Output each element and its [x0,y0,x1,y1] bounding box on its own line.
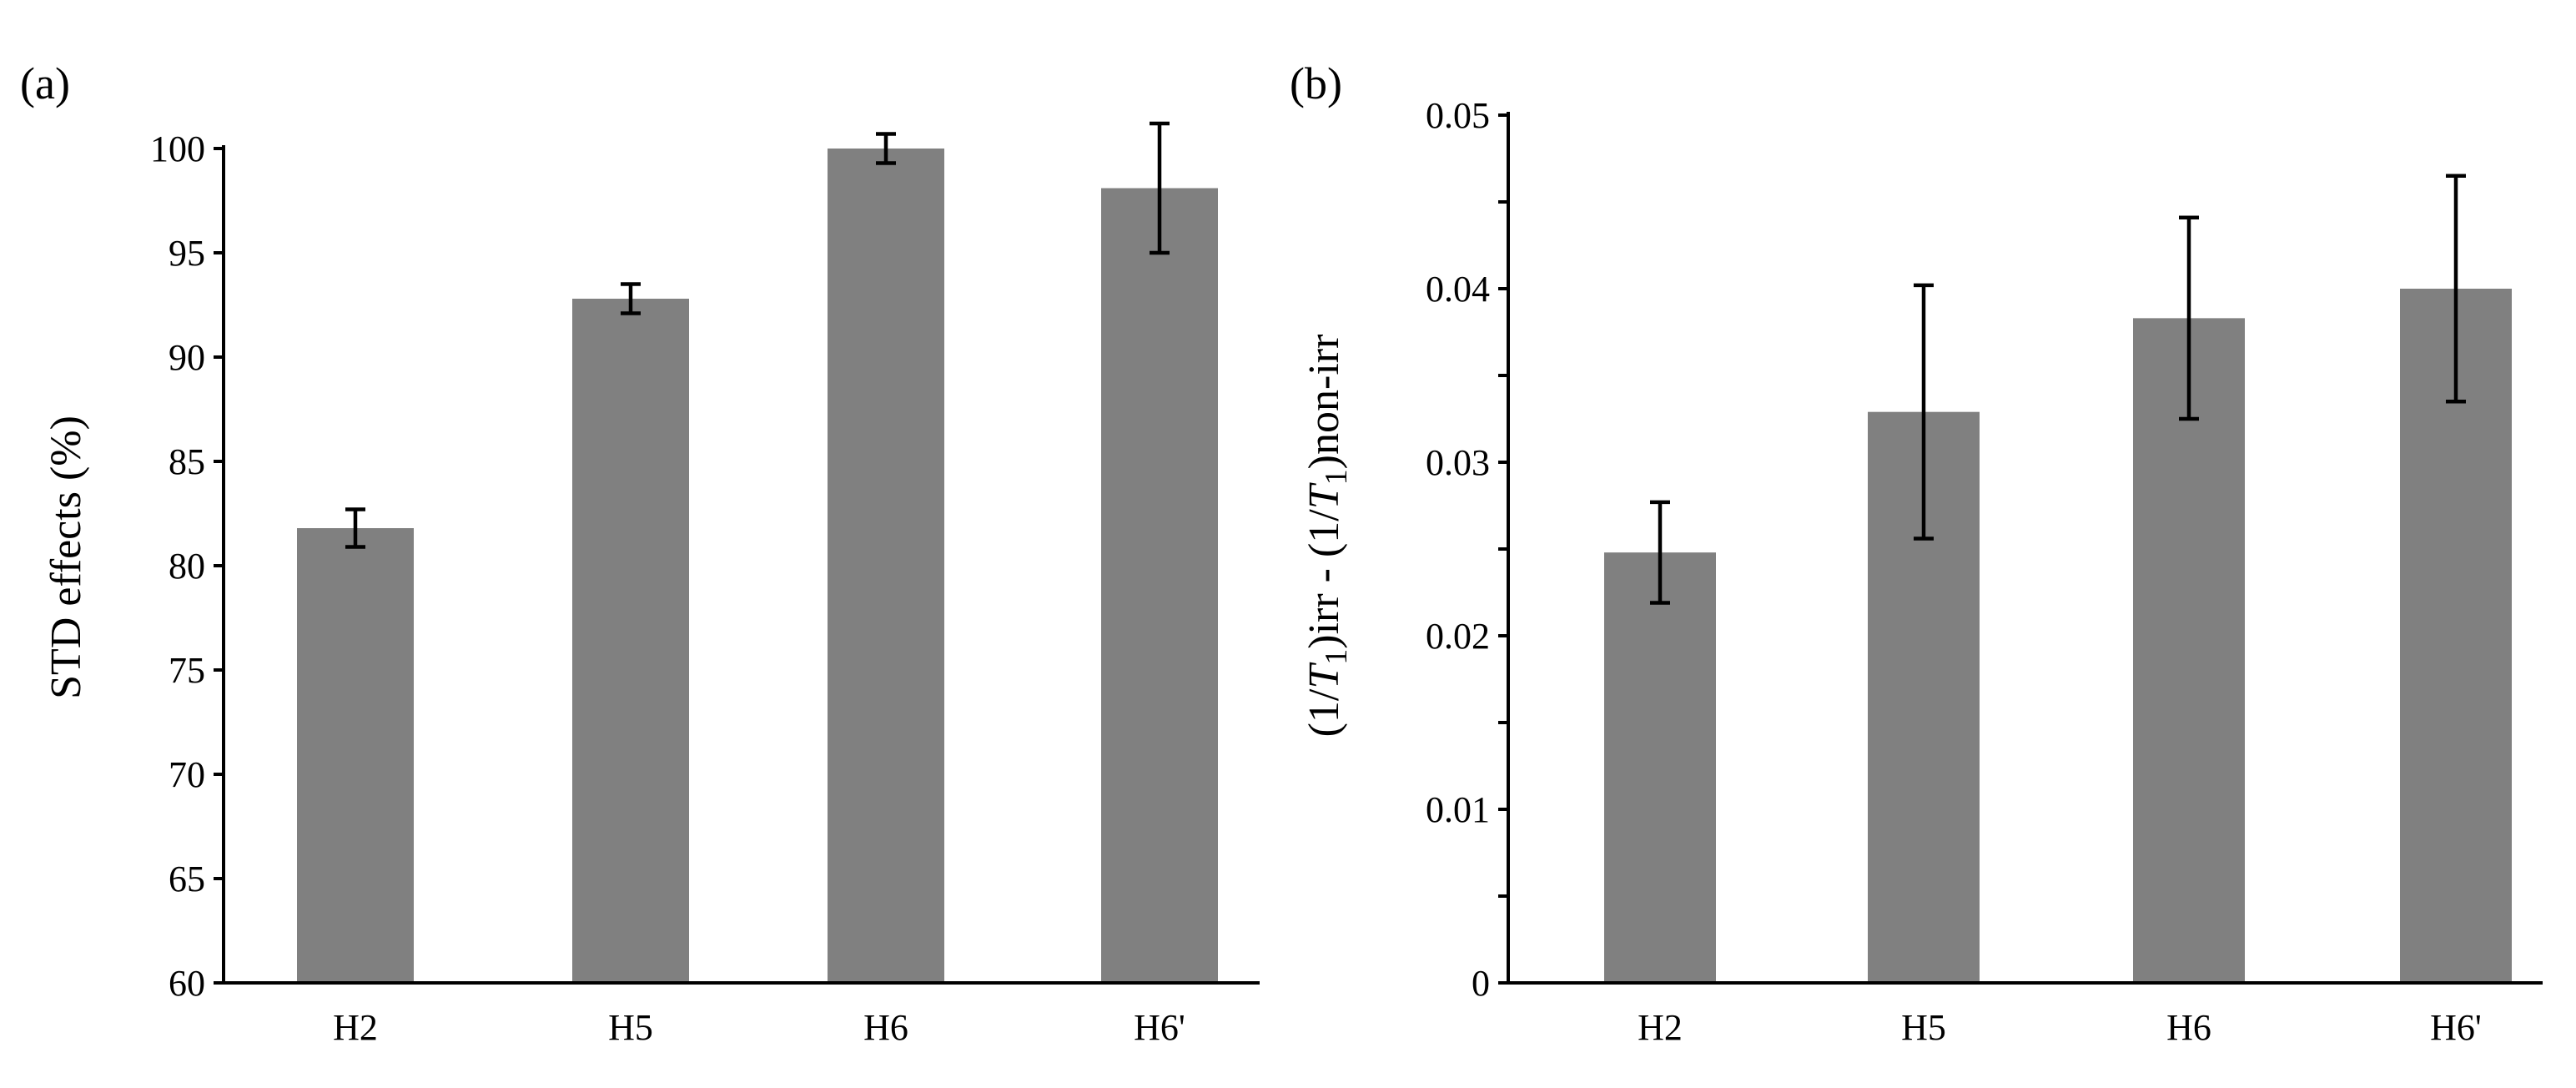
x-tick-label-a-3: H6 [863,1007,908,1048]
error-bar-b-1 [1650,500,1670,605]
panel-b-ylabel-part-4: )irr - (1/ [1301,509,1348,649]
error-bar-b-2 [1914,283,1934,541]
panel-b-ylabel-part-3: 1 [1319,649,1354,665]
y-tick-label-b-5: 0.05 [1426,95,1490,136]
chart-panel-a: (a) STD effects (%) 6065707580859095100 … [20,58,1260,1048]
panel-b-ylabel-part-6: 1 [1319,469,1354,485]
panel-b-ylabel: (1/T1)irr - (1/T1)non-irr [1301,335,1354,738]
x-tick-label-b-2: H5 [1901,1007,1946,1048]
y-tick-label-a-3: 75 [169,650,205,691]
y-tick-label-b-1: 0.01 [1426,789,1490,830]
error-bar-a-3 [876,132,896,165]
bar-a-1 [297,528,414,983]
y-tick-label-a-7: 95 [169,233,205,274]
x-tick-label-b-1: H2 [1638,1007,1683,1048]
error-bar-b-4 [2446,174,2466,404]
x-tick-label-b-4: H6' [2430,1007,2482,1048]
bar-b-1 [1604,552,1716,983]
bar-a-2 [572,299,689,983]
error-bar-a-4 [1150,121,1170,255]
x-tick-label-a-4: H6' [1134,1007,1185,1048]
panel-b-ylabel-part-1: (1/ [1301,688,1348,737]
y-tick-label-a-6: 90 [169,337,205,378]
x-tick-label-b-3: H6 [2166,1007,2211,1048]
x-tick-label-a-2: H5 [608,1007,653,1048]
y-tick-label-a-8: 100 [150,128,205,169]
error-bar-a-2 [621,282,641,315]
error-bar-a-1 [345,507,365,549]
panel-b-ylabel-part-2: T [1301,662,1348,689]
bar-b-3 [2133,318,2245,983]
bar-b-4 [2400,289,2512,983]
error-bar-b-3 [2179,215,2199,421]
bar-a-3 [828,149,944,983]
y-tick-label-b-0: 0 [1472,963,1490,1004]
panel-a-label: (a) [20,58,70,108]
y-tick-label-a-4: 80 [169,546,205,587]
y-tick-label-a-2: 70 [169,754,205,795]
panel-b-ylabel-part-5: T [1301,482,1348,509]
y-tick-label-a-5: 85 [169,441,205,482]
x-tick-label-a-1: H2 [333,1007,378,1048]
y-tick-label-b-3: 0.03 [1426,442,1490,483]
bar-a-4 [1101,188,1218,983]
panel-b-ylabel-part-7: )non-irr [1301,335,1348,470]
y-tick-label-b-2: 0.02 [1426,616,1490,657]
y-tick-label-a-0: 60 [169,963,205,1004]
chart-panel-b: (b) (1/T1)irr - (1/T1)non-irr 00.010.020… [1290,58,2543,1048]
y-tick-label-b-4: 0.04 [1426,269,1490,310]
y-tick-label-a-1: 65 [169,859,205,899]
panel-a-ylabel: STD effects (%) [43,416,90,699]
panel-b-label: (b) [1290,58,1342,108]
